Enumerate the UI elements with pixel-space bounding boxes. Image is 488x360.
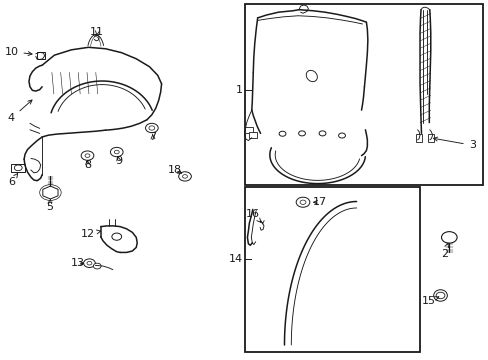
Text: 14: 14 [228, 254, 242, 264]
Circle shape [182, 175, 187, 178]
Bar [248, 132, 256, 138]
Circle shape [87, 261, 92, 265]
Bar [245, 187, 419, 352]
Text: 11: 11 [90, 27, 104, 37]
Text: 9: 9 [115, 156, 122, 166]
Circle shape [14, 165, 22, 171]
Text: 10: 10 [4, 46, 32, 57]
Circle shape [85, 154, 90, 157]
Circle shape [149, 126, 155, 130]
Ellipse shape [305, 70, 317, 82]
Text: 2: 2 [440, 243, 447, 258]
Bar [415, 134, 421, 141]
Circle shape [296, 197, 309, 207]
Text: 12: 12 [80, 229, 101, 239]
Bar [427, 134, 433, 141]
Circle shape [300, 200, 305, 204]
Ellipse shape [433, 290, 447, 301]
Text: 18: 18 [168, 165, 182, 175]
Circle shape [112, 233, 122, 240]
Circle shape [110, 147, 123, 157]
Text: 17: 17 [312, 197, 326, 207]
Text: 7: 7 [149, 132, 156, 142]
Circle shape [83, 259, 95, 267]
Bar [37, 52, 44, 59]
Circle shape [145, 123, 158, 133]
Text: 6: 6 [8, 174, 18, 187]
Text: 1: 1 [235, 85, 242, 95]
Circle shape [93, 263, 101, 269]
Circle shape [319, 131, 325, 136]
Circle shape [338, 133, 345, 138]
Text: 15: 15 [421, 296, 438, 306]
Text: 5: 5 [46, 199, 53, 212]
Circle shape [178, 172, 191, 181]
Bar [11, 163, 25, 172]
Circle shape [114, 150, 119, 154]
Text: 3: 3 [433, 137, 475, 150]
Circle shape [441, 231, 456, 243]
Circle shape [298, 131, 305, 136]
Text: 16: 16 [246, 209, 261, 222]
Text: 4: 4 [8, 100, 32, 123]
Circle shape [435, 292, 444, 299]
Text: 8: 8 [84, 160, 91, 170]
Bar [245, 4, 483, 185]
Circle shape [279, 131, 285, 136]
Text: 13: 13 [71, 258, 84, 268]
Circle shape [81, 151, 94, 160]
Bar [245, 127, 253, 133]
